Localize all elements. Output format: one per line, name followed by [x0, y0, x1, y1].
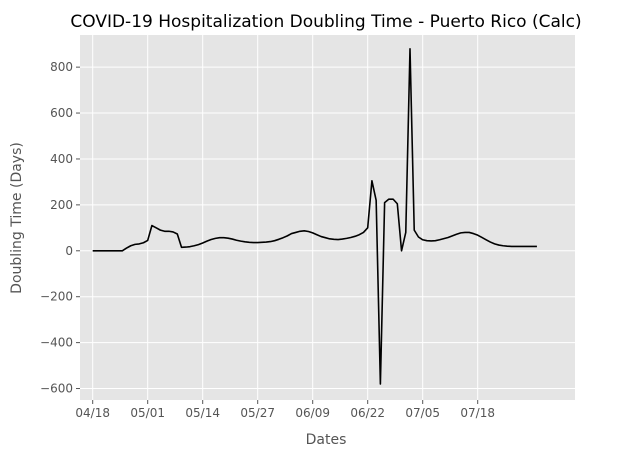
y-tick-label: 400	[50, 152, 73, 166]
y-axis-label: Doubling Time (Days)	[9, 142, 25, 294]
series-line	[92, 47, 537, 385]
y-tick-label: 0	[65, 244, 73, 258]
x-tick-label: 05/27	[240, 406, 275, 420]
x-tick-label: 07/05	[405, 406, 440, 420]
y-tick-label: 200	[50, 198, 73, 212]
y-tick-label: 600	[50, 106, 73, 120]
y-tick-label: 800	[50, 60, 73, 74]
grid-lines	[80, 35, 575, 400]
x-tick-label: 04/18	[75, 406, 110, 420]
y-tick-label: −400	[40, 336, 73, 350]
x-tick-label: 05/14	[185, 406, 220, 420]
x-tick-label: 05/01	[130, 406, 165, 420]
y-tick-label: −600	[40, 382, 73, 396]
x-tick-label: 06/22	[350, 406, 385, 420]
x-tick-label: 06/09	[295, 406, 330, 420]
axis-ticks: −600 −400 −200 0 200 400 600 800 04/18 05/01 05/14…	[40, 60, 495, 420]
x-axis-label: Dates	[306, 432, 347, 448]
chart-title: COVID-19 Hospitalization Doubling Time -…	[70, 12, 581, 32]
series-layer	[92, 47, 537, 385]
plot-area	[80, 35, 575, 400]
y-tick-label: −200	[40, 290, 73, 304]
x-tick-label: 07/18	[460, 406, 495, 420]
